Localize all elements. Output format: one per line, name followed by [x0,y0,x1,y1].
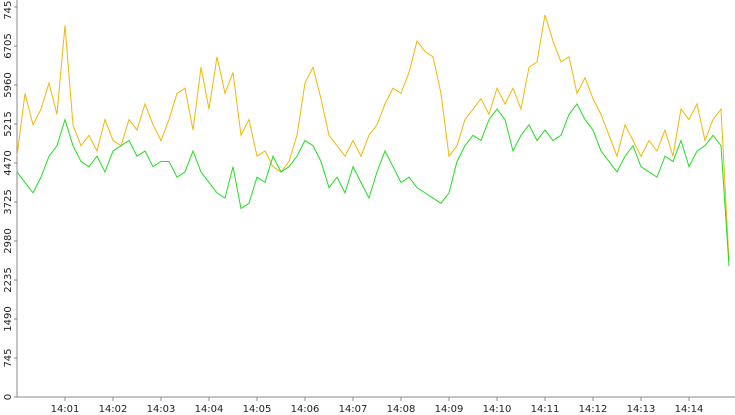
y-tick-label: 2980 [3,228,14,253]
y-tick-label: 0 [3,394,14,400]
y-tick-label: 7451 [3,0,14,20]
x-tick-label: 14:14 [675,404,704,415]
x-tick-label: 14:10 [483,404,512,415]
x-tick-label: 14:07 [339,404,368,415]
series-line [16,14,730,261]
x-tick-label: 14:12 [579,404,608,415]
y-tick-label: 6705 [3,33,14,58]
y-tick-label: 5960 [3,72,14,97]
y-tick-label: 2235 [3,267,14,292]
x-tick-label: 14:06 [291,404,320,415]
x-tick-label: 14:05 [243,404,272,415]
x-tick-label: 14:13 [627,404,656,415]
x-tick-label: 14:03 [147,404,176,415]
y-tick-label: 5215 [3,111,14,136]
x-tick-label: 14:09 [435,404,464,415]
y-tick-label: 745 [3,348,14,367]
y-tick-label: 3725 [3,189,14,214]
x-tick-label: 14:04 [195,404,224,415]
x-tick-label: 14:08 [387,404,416,415]
series-line [16,102,730,267]
x-tick-label: 14:11 [531,404,560,415]
y-tick-label: 4470 [3,150,14,175]
x-tick-label: 14:02 [99,404,128,415]
x-tick-label: 14:01 [51,404,80,415]
y-tick-label: 1490 [3,306,14,331]
